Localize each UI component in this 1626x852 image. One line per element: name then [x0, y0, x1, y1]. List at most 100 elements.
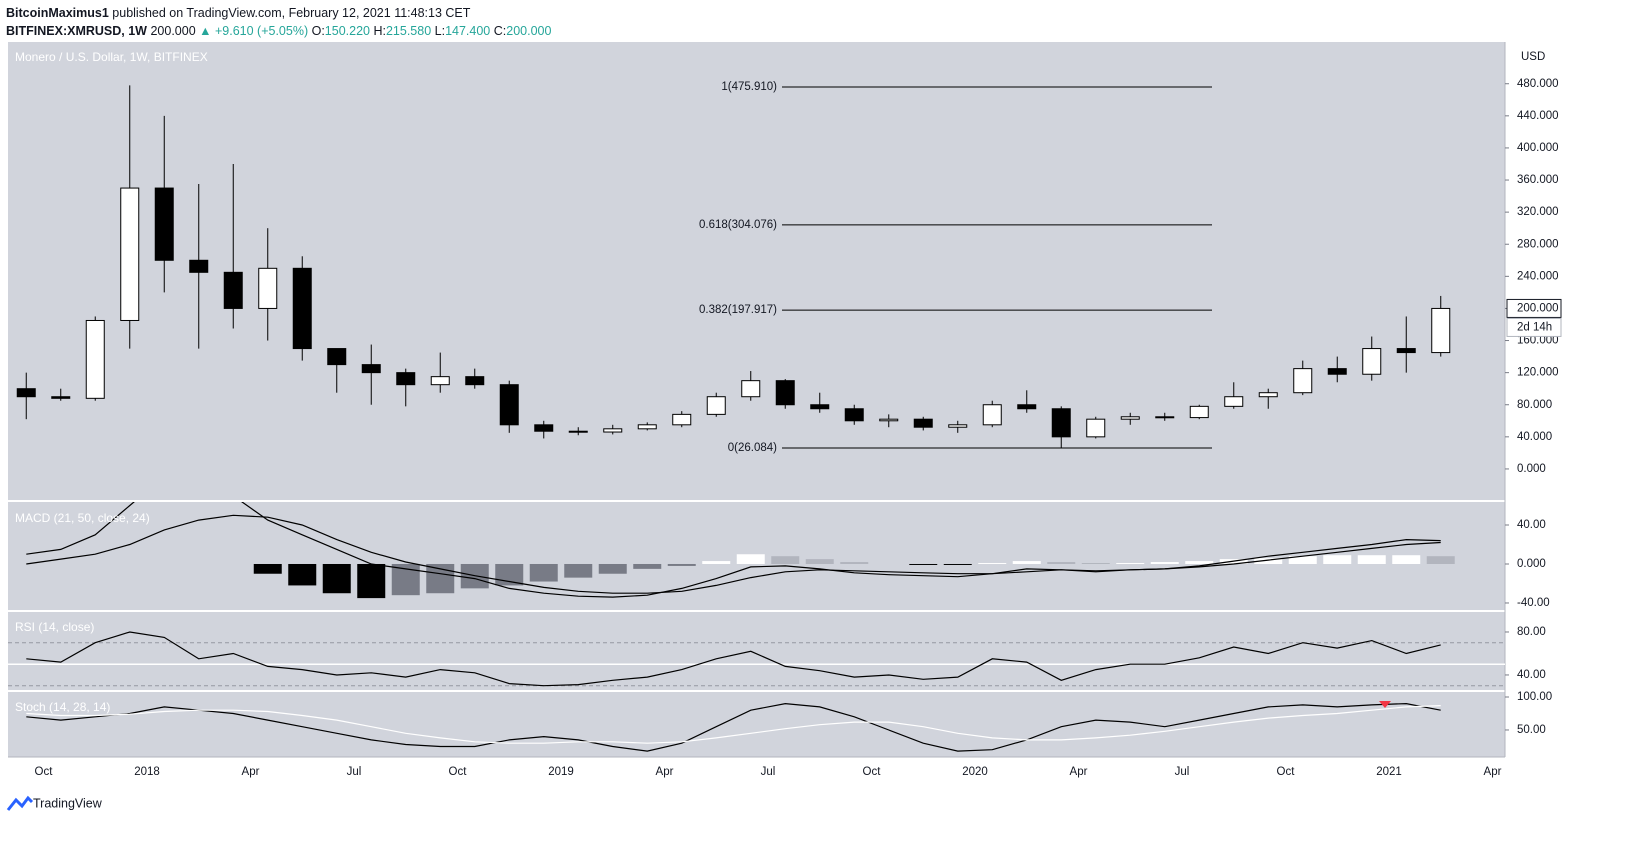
published: published on TradingView.com, February 1… [112, 6, 471, 20]
candle-body [810, 404, 830, 410]
pane-layer [26, 702, 1441, 752]
candle-body [1258, 392, 1278, 398]
y-tick-label: 320.000 [1517, 206, 1559, 218]
y-tick-label: 400.000 [1517, 142, 1559, 154]
candle-body [1224, 396, 1244, 407]
histogram-bar [598, 563, 627, 574]
pane-layer [26, 502, 1455, 599]
x-tick-label: Jul [1175, 766, 1190, 778]
histogram-bar [702, 561, 731, 564]
y-tick-label: 100.00 [1517, 691, 1552, 703]
candle-body [1051, 408, 1071, 438]
candle-body [396, 372, 416, 386]
candle-body [534, 424, 554, 432]
line [26, 702, 1441, 752]
ohlc-key: C: [493, 24, 507, 38]
line [26, 514, 1441, 594]
y-tick-label: 50.00 [1517, 724, 1546, 736]
fib-label: 1(475.910) [721, 81, 777, 93]
price: 200.000 [150, 24, 196, 38]
candle-body [85, 319, 105, 399]
ohlc-value: 200.000 [506, 24, 552, 38]
ohlc: O:150.220 H:215.580 L:147.400 C:200.000 [312, 24, 552, 38]
countdown: 2d 14h [1517, 321, 1552, 333]
candle-body [879, 418, 899, 422]
x-tick-label: Apr [656, 766, 674, 778]
y-tick-label: 160.000 [1517, 335, 1559, 347]
brand: TradingView [33, 796, 103, 810]
fib-label: 0(26.084) [728, 442, 777, 454]
y-tick-label: 80.00 [1517, 626, 1546, 638]
histogram-bar [288, 563, 317, 586]
histogram-bar [771, 556, 800, 564]
x-tick-label: Oct [35, 766, 54, 778]
y-tick-label: 40.00 [1517, 519, 1546, 531]
pane-title: Stoch (14, 28, 14) [15, 700, 110, 714]
x-tick-label: Jul [761, 766, 776, 778]
candle-body [1120, 416, 1140, 420]
candle-body [223, 271, 243, 309]
x-tick-label: 2019 [548, 766, 574, 778]
histogram-bar [978, 563, 1007, 564]
candle-body [913, 418, 933, 428]
candle-body [844, 408, 864, 422]
histogram-bar [322, 563, 351, 594]
histogram-bar [1392, 555, 1421, 564]
candle-body [258, 267, 278, 309]
candle-body [568, 430, 588, 433]
y-tick-label: 40.00 [1517, 669, 1546, 681]
y-tick-label: 40.000 [1517, 431, 1552, 443]
layers: Monero / U.S. Dollar, 1W, BITFINEX USD 0.0… [8, 50, 1562, 778]
histogram-bar [253, 563, 282, 574]
histogram-bar [529, 563, 558, 582]
histogram-bar [1288, 556, 1317, 564]
candle-body [775, 380, 795, 406]
symbol: BITFINEX:XMRUSD, 1W [6, 24, 147, 38]
pane-layer [16, 85, 1451, 449]
x-tick-label: Oct [863, 766, 882, 778]
price-badge [1506, 298, 1562, 318]
x-tick-label: 2018 [134, 766, 160, 778]
y-tick-label: -40.00 [1517, 597, 1550, 609]
logo [6, 795, 34, 811]
candle-body [741, 380, 761, 398]
pane-title: RSI (14, close) [15, 620, 94, 634]
publisher: BitcoinMaximus1 [6, 6, 109, 20]
ohlc-key: H: [373, 24, 386, 38]
candle-body [1293, 368, 1313, 394]
candle-body [1431, 307, 1451, 354]
x-tick-label: 2021 [1376, 766, 1402, 778]
countdown-badge [1506, 317, 1562, 337]
histogram-bar [1323, 555, 1352, 564]
candle-body [292, 267, 312, 350]
y-tick-label: 280.000 [1517, 238, 1559, 250]
candle-body [327, 348, 347, 366]
y-tick-label: 0.000 [1517, 558, 1546, 570]
pane [8, 612, 1505, 690]
x-tick-label: Oct [1277, 766, 1296, 778]
candle-body [1189, 405, 1209, 419]
x-tick-label: Apr [1070, 766, 1088, 778]
histogram-bar [667, 563, 696, 566]
histogram-bar [1150, 562, 1179, 564]
fib-label: 0.618(304.076) [699, 219, 777, 231]
header-line: BitcoinMaximus1 published on TradingView… [6, 4, 551, 22]
header: BitcoinMaximus1 published on TradingView… [6, 4, 551, 40]
unit-label: USD [1521, 51, 1545, 63]
candle-body [465, 376, 485, 386]
histogram-bar [840, 562, 869, 564]
candle-body [603, 428, 623, 433]
pane-layer [8, 631, 1505, 687]
candle-body [982, 404, 1002, 426]
ohlc-value: 147.400 [445, 24, 491, 38]
histogram-bar [1012, 561, 1041, 564]
candle-body [154, 187, 174, 261]
histogram-bar [805, 559, 834, 564]
histogram-bar [564, 563, 593, 578]
x-tick-label: Oct [449, 766, 468, 778]
x-tick-label: 2020 [962, 766, 988, 778]
y-tick-label: 120.000 [1517, 367, 1559, 379]
pane-title: Monero / U.S. Dollar, 1W, BITFINEX [15, 50, 208, 64]
candle-body [361, 364, 381, 374]
